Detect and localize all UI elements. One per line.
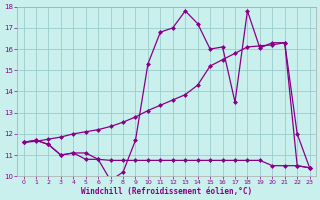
X-axis label: Windchill (Refroidissement éolien,°C): Windchill (Refroidissement éolien,°C): [81, 187, 252, 196]
